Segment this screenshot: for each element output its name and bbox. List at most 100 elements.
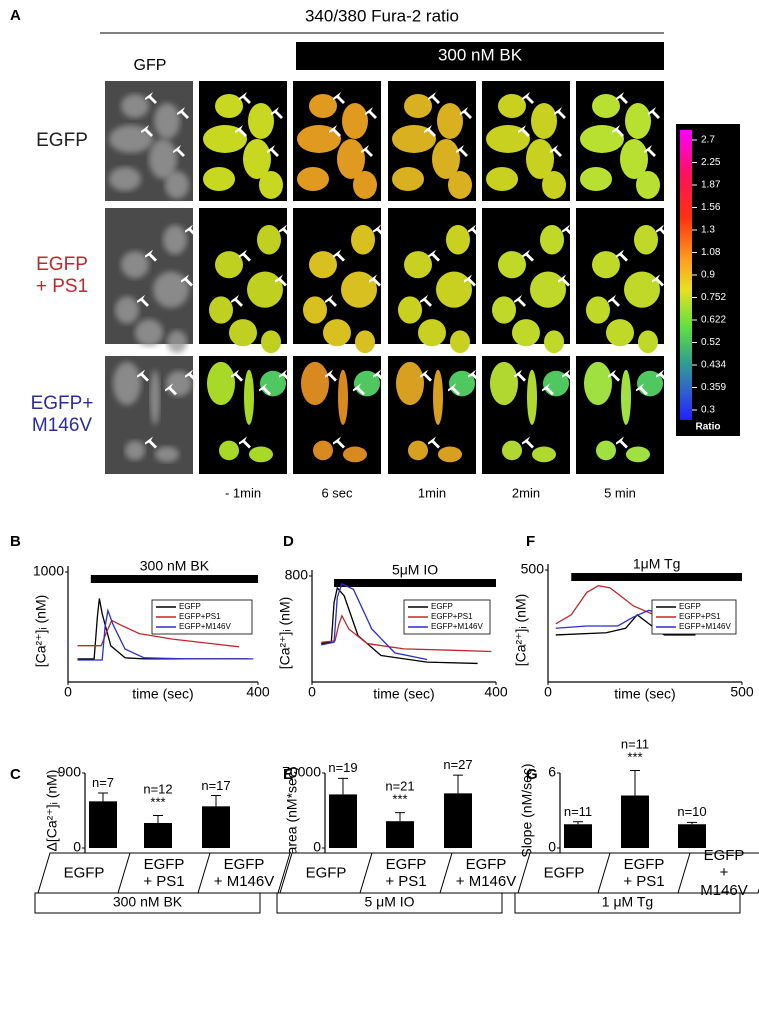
bar — [621, 795, 649, 848]
arrowhead — [275, 274, 287, 287]
trace — [321, 583, 428, 661]
cell — [404, 94, 432, 118]
arrowhead — [239, 249, 251, 262]
arrowhead — [369, 274, 381, 287]
arrowhead — [448, 383, 460, 396]
gfp-cell — [163, 225, 187, 255]
arrowhead — [652, 274, 664, 287]
cell — [636, 171, 660, 199]
arrowhead — [464, 274, 476, 287]
arrowhead — [365, 107, 377, 119]
cell — [338, 369, 348, 425]
cell — [215, 94, 243, 118]
cell — [244, 369, 254, 425]
cell — [486, 167, 518, 191]
category-divider — [677, 852, 691, 894]
cell — [259, 171, 283, 199]
cell — [586, 296, 610, 324]
stimulus-label: 1μM Tg — [633, 556, 681, 572]
gfp-cell — [155, 446, 179, 463]
cell — [249, 446, 273, 463]
y-tick-label: 1000 — [33, 563, 64, 579]
x-tick-label: 0 — [64, 684, 72, 700]
cell — [592, 94, 620, 118]
panel-letter: D — [283, 533, 294, 550]
time-label: - 1min — [225, 485, 261, 500]
cell — [353, 171, 377, 199]
column-header: GFP — [134, 57, 167, 74]
arrowhead — [137, 369, 149, 382]
cell — [309, 251, 337, 279]
y-tick-label: 0 — [73, 839, 81, 855]
cell — [531, 103, 557, 139]
colorbar-tick-label: 2.25 — [701, 157, 721, 168]
colorbar-tick-label: 0.622 — [701, 315, 726, 326]
arrowhead — [562, 369, 574, 382]
bar — [386, 821, 414, 848]
x-tick-label: 400 — [484, 684, 508, 700]
panel-letter: B — [10, 533, 21, 550]
cell — [229, 319, 257, 347]
cell — [526, 139, 554, 179]
colorbar-tick-label: 0.359 — [701, 382, 726, 393]
y-tick-label: 800 — [285, 567, 309, 583]
arrowhead — [145, 249, 157, 262]
x-tick-label: 400 — [246, 684, 270, 700]
colorbar-tick-label: 1.87 — [701, 180, 721, 191]
arrowhead — [656, 224, 668, 237]
time-label: 6 sec — [321, 485, 353, 500]
y-axis-label: Slope (nM/sec) — [519, 763, 535, 857]
bar-annotation: n=10 — [677, 804, 707, 820]
row-label: EGFP + PS1 — [35, 254, 89, 297]
arrowhead — [239, 92, 251, 104]
colorbar-tick-label: 0.3 — [701, 405, 715, 416]
arrowhead — [554, 107, 566, 119]
arrowhead — [333, 249, 345, 262]
cell — [404, 251, 432, 279]
gfp-cell — [149, 139, 177, 179]
y-tick-label: 0 — [548, 839, 556, 855]
cell — [620, 139, 648, 179]
cell — [215, 251, 243, 279]
arrowhead — [271, 107, 283, 119]
gfp-cell — [153, 271, 189, 308]
gfp-cell — [109, 167, 141, 191]
legend-label: EGFP+PS1 — [679, 612, 721, 621]
x-tick-label: 0 — [544, 684, 552, 700]
legend-label: EGFP — [179, 602, 201, 611]
arrowhead — [353, 383, 365, 396]
y-axis-label: area (nM*sec) — [284, 767, 300, 855]
cell — [342, 103, 368, 139]
footer-box — [514, 892, 741, 914]
cell — [502, 440, 522, 461]
time-label: 2min — [512, 485, 540, 500]
colorbar-tick-label: 1.3 — [701, 225, 715, 236]
cell — [297, 167, 329, 191]
arrowhead — [333, 436, 345, 449]
arrowhead — [616, 92, 628, 104]
gfp-cell — [125, 440, 145, 461]
panel-letter: F — [526, 533, 535, 550]
row-label: EGFP+ M146V — [30, 393, 94, 436]
cell — [247, 271, 283, 308]
category-divider — [117, 852, 131, 894]
cell — [432, 139, 460, 179]
y-axis-label: Δ[Ca²⁺]ᵢ (nM) — [44, 770, 60, 852]
bar — [89, 801, 117, 848]
arrowhead — [420, 369, 432, 382]
arrowhead — [279, 224, 291, 237]
gfp-cell — [154, 103, 180, 139]
arrowhead — [558, 274, 570, 287]
arrowhead — [616, 249, 628, 262]
cell — [323, 319, 351, 347]
cell — [436, 271, 472, 308]
category-divider — [197, 852, 211, 894]
y-tick-label: 6 — [548, 764, 556, 780]
cell — [625, 103, 651, 139]
cell — [309, 94, 337, 118]
arrowhead — [468, 224, 480, 237]
cell — [207, 361, 235, 406]
bar — [444, 793, 472, 848]
arrowhead — [420, 294, 432, 307]
